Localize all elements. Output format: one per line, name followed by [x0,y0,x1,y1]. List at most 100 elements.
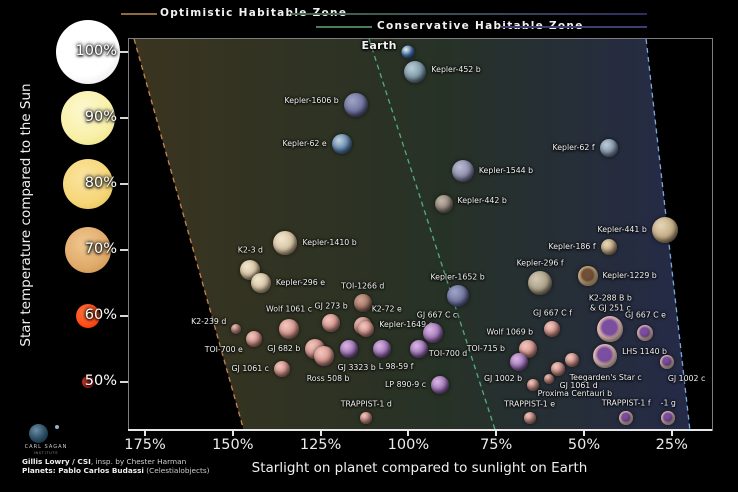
x-tick-label: 25% [655,437,688,453]
x-tick-label: 125% [299,437,342,453]
planet-marker-l-98-59-f [373,340,392,358]
y-tick-label: 60% [84,307,117,323]
planet-label-gj-1061-d: GJ 1061 d [559,380,598,390]
y-tick-label: 50% [84,373,117,389]
planet-marker-kepler-62-f [599,138,618,157]
x-axis-title: Starlight on planet compared to sunlight… [251,460,588,476]
planet-marker-gj-667-c-c [422,322,443,343]
optimistic-zone-label: Optimistic Habitable Zone [160,7,348,19]
planet-marker-ross-508-b [314,345,335,366]
planet-label-gj-3323-b: GJ 3323 b [337,363,376,372]
planet-marker-kepler-452-b [404,60,427,83]
y-tick-mark [120,381,128,383]
planet-label-kepler-1410-b: Kepler-1410 b [302,238,357,248]
planet-marker-1-g [661,411,676,426]
planet-label-toi-715-b: TOI-715 b [466,344,506,354]
planet-label-trappist-1-d: TRAPPIST-1 d [340,399,392,409]
planet-marker-gj-1061-c [273,360,290,377]
planet-marker-gj-273-b [322,313,341,332]
planet-marker-gj-3323-b [339,340,358,358]
x-tick-mark [231,431,234,436]
y-tick-mark [120,117,128,119]
planet-label-lhs-1140-b: LHS 1140 b [622,346,667,356]
planet-marker-kepler-1652-b [446,285,469,308]
conservative-zone-line-blue [501,26,647,28]
conservative-inner-edge-line [368,39,497,431]
planet-label-teegarden-s-star-c: Teegarden's Star c [569,373,642,383]
x-tick-mark [144,431,146,436]
planet-label-toi-1266-d: TOI-1266 d [341,281,385,291]
planet-marker-trappist-1-f [619,411,634,426]
planet-label-kepler-62-e: Kepler-62 e [282,139,327,149]
planet-marker-kepler-1410-b [273,231,298,256]
planet-label-kepler-1229-b: Kepler-1229 b [602,271,657,281]
csi-logo-planet-icon [29,424,48,443]
planet-marker-proxima-centauri-b [543,373,554,384]
planet-label-ross-508-b: Ross 508 b [306,373,350,383]
conservative-zone-label: Conservative Habitable Zone [377,20,584,32]
y-tick-label: 70% [84,241,117,257]
planet-label-gj-667-c-f: GJ 667 C f [532,308,572,318]
planet-marker-toi-700-d [409,340,428,358]
planet-label-wolf-1061-c: Wolf 1061 c [265,304,312,314]
planet-label-lp-890-9-c: LP 890-9 c [385,380,426,390]
planet-label-kepler-1544-b: Kepler-1544 b [478,165,534,175]
planet-marker-kepler-442-b [434,194,453,213]
x-tick-mark [495,431,498,436]
x-tick-mark [319,431,322,436]
x-tick-mark [670,431,673,436]
star-swatch-90 [61,91,115,145]
conservative-zone-line-green [316,26,372,28]
planet-label-gj-273-b: GJ 273 b [314,300,348,310]
credit-line-1: Gillis Lowry / CSI, insp. by Chester Har… [22,457,187,466]
x-tick-label: 175% [124,437,166,453]
planet-label-trappist-1-e: TRAPPIST-1 e [504,399,556,409]
planet-marker-teegarden-s-star-c [564,353,579,368]
planet-label-gj-1002-c: GJ 1002 c [667,374,706,384]
planet-label-gj-667-c-c: GJ 667 C c [416,309,458,319]
optimistic-inner-edge-line [133,39,245,431]
planet-marker-toi-715-b [510,353,529,372]
y-tick-label: 100% [75,43,117,59]
planet-marker-trappist-1-e [523,412,536,425]
star-swatch-80 [63,159,113,209]
planet-marker-kepler-1606-b [343,92,368,117]
planet-marker-earth [401,45,415,59]
planet-label-k2-3-d: K2-3 d [237,245,263,255]
star-swatch-50 [82,376,94,388]
y-tick-label: 90% [84,109,117,125]
planet-marker-gj-667-c-e [637,324,654,341]
planet-marker-gj-1002-c [659,355,674,370]
x-tick-label: 100% [387,437,430,453]
planet-label-k2-239-d: K2-239 d [191,317,227,327]
planet-marker-trappist-1-d [360,412,373,425]
credits: Gillis Lowry / CSI, insp. by Chester Har… [22,457,210,476]
planet-marker-kepler-1544-b [451,159,474,182]
x-axis-line [128,429,712,431]
x-tick-label: 75% [480,437,513,453]
planet-label-kepler-186-f: Kepler-186 f [548,241,596,251]
planet-marker-kepler-296-f [528,271,553,295]
zone-gradient-line [291,13,647,15]
y-tick-mark [120,51,128,53]
planet-marker-kepler-1649-c [358,321,375,338]
planet-label-kepler-62-f: Kepler-62 f [552,142,595,152]
planet-label-kepler-441-b: Kepler-441 b [597,225,647,235]
planet-label-kepler-296-f: Kepler-296 f [516,258,564,268]
csi-logo-subname: INSTITUTE [33,451,59,456]
planet-label-kepler-1606-b: Kepler-1606 b [284,95,339,105]
csi-logo-moon-icon [55,425,59,429]
planet-marker-lp-890-9-c [431,376,449,395]
planet-label-kepler-296-e: Kepler-296 e [275,278,326,288]
optimistic-zone-line [121,13,157,15]
planet-marker-lhs-1140-b [593,343,618,368]
x-tick-label: 50% [567,437,601,453]
planet-marker-k2-239-d [231,324,242,335]
planet-label-gj-1061-c: GJ 1061 c [231,363,269,373]
planet-label-proxima-centauri-b: Proxima Centauri b [537,388,613,398]
x-tick-label: 150% [212,437,254,453]
planet-label-earth: Earth [361,39,397,53]
x-tick-mark [407,431,410,436]
planet-label-gj-1002-b: GJ 1002 b [483,374,523,384]
